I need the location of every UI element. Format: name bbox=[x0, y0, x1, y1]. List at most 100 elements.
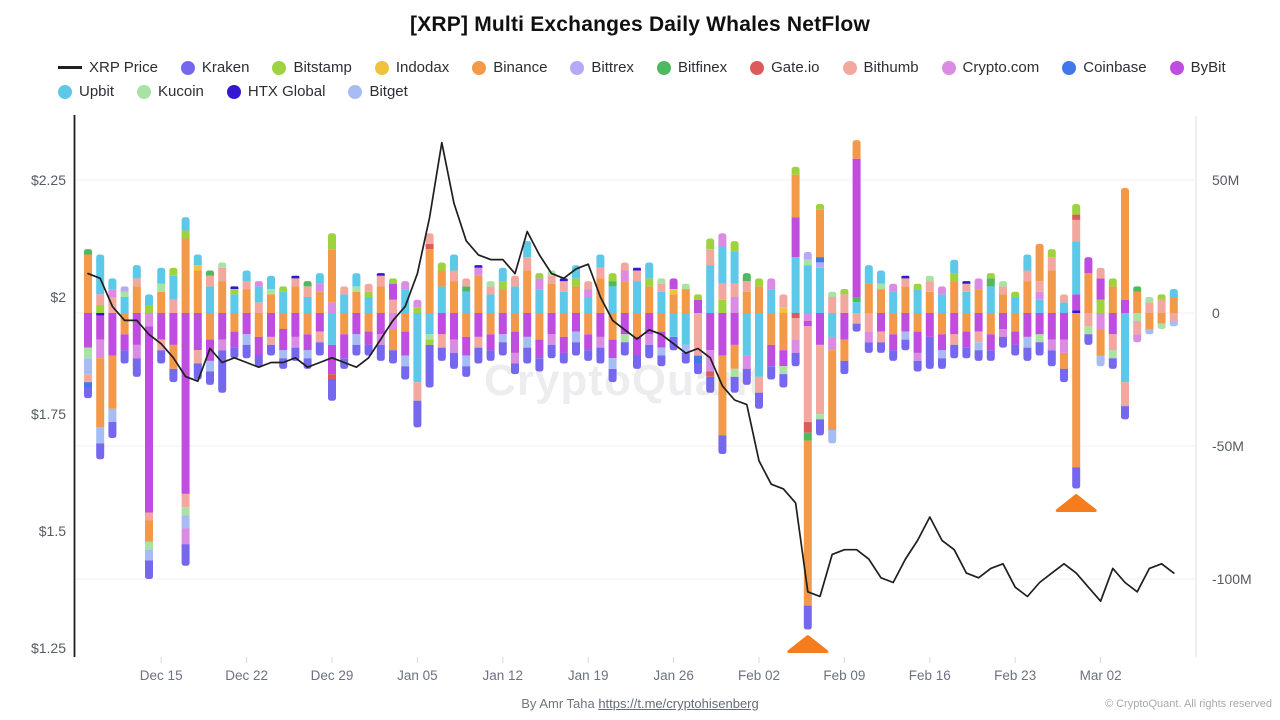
bar-Dec-31[interactable] bbox=[352, 273, 361, 356]
bar-Feb-14[interactable] bbox=[901, 275, 910, 351]
legend-item-bittrex[interactable]: Bittrex bbox=[570, 59, 634, 76]
byline-link[interactable]: https://t.me/cryptohisenberg bbox=[598, 696, 759, 711]
bar-Dec-29[interactable] bbox=[328, 233, 336, 401]
bar-Feb-07[interactable] bbox=[816, 203, 824, 436]
legend-item-htx-global[interactable]: HTX Global bbox=[226, 83, 325, 100]
bar-Feb-22[interactable] bbox=[999, 281, 1007, 348]
bar-Feb-13[interactable] bbox=[889, 283, 898, 361]
bar-Jan-27[interactable] bbox=[681, 283, 690, 364]
bar-Mar-03[interactable] bbox=[1108, 278, 1117, 369]
bar-Jan-19[interactable] bbox=[584, 281, 593, 361]
bar-Jan-15[interactable] bbox=[535, 273, 544, 372]
bar-Feb-05[interactable] bbox=[791, 166, 800, 367]
bar-Dec-24[interactable] bbox=[267, 275, 275, 356]
legend-item-bitget[interactable]: Bitget bbox=[348, 83, 408, 100]
bar-Feb-25[interactable] bbox=[1035, 243, 1044, 356]
bar-Mar-01[interactable] bbox=[1084, 257, 1093, 345]
legend-item-bithumb[interactable]: Bithumb bbox=[842, 59, 919, 76]
bar-Jan-05[interactable] bbox=[413, 299, 422, 428]
bar-Jan-24[interactable] bbox=[645, 262, 654, 359]
bar-Feb-27[interactable] bbox=[1060, 294, 1068, 383]
bar-Jan-26[interactable] bbox=[669, 278, 678, 351]
bar-Feb-28[interactable] bbox=[1072, 203, 1081, 489]
legend-item-indodax[interactable]: Indodax bbox=[374, 59, 449, 76]
bar-Jan-30[interactable] bbox=[718, 233, 727, 454]
legend-item-crypto-com[interactable]: Crypto.com bbox=[941, 59, 1039, 76]
legend-item-gate-io[interactable]: Gate.io bbox=[750, 59, 820, 76]
bar-Feb-21[interactable] bbox=[986, 273, 995, 361]
bar-Dec-25[interactable] bbox=[279, 286, 288, 369]
bar-Jan-22[interactable] bbox=[620, 262, 629, 356]
bar-Jan-13[interactable] bbox=[511, 275, 519, 375]
bar-Feb-10[interactable] bbox=[852, 140, 861, 332]
bar-Feb-08[interactable] bbox=[828, 291, 837, 444]
bar-Jan-16[interactable] bbox=[547, 270, 556, 359]
bar-Jan-06[interactable] bbox=[425, 233, 434, 388]
bar-Jan-29[interactable] bbox=[706, 238, 715, 393]
legend-item-bitfinex[interactable]: Bitfinex bbox=[656, 59, 727, 76]
bar-Jan-31[interactable] bbox=[730, 241, 739, 393]
bar-Jan-02[interactable] bbox=[376, 273, 385, 361]
bar-Jan-04[interactable] bbox=[401, 281, 410, 380]
bar-Mar-08[interactable] bbox=[1169, 289, 1178, 327]
bar-Dec-09[interactable] bbox=[84, 249, 92, 399]
bar-Jan-25[interactable] bbox=[657, 278, 666, 367]
bar-Mar-02[interactable] bbox=[1096, 267, 1105, 367]
bar-Feb-12[interactable] bbox=[877, 270, 885, 353]
bar-Feb-11[interactable] bbox=[864, 265, 873, 353]
bar-Dec-22[interactable] bbox=[242, 270, 251, 359]
bar-Dec-15[interactable] bbox=[157, 267, 166, 364]
legend-item-coinbase[interactable]: Coinbase bbox=[1062, 59, 1147, 76]
bar-Jan-01[interactable] bbox=[364, 283, 373, 356]
bar-Dec-11[interactable] bbox=[108, 278, 117, 439]
bar-Mar-07[interactable] bbox=[1157, 294, 1166, 329]
legend-item-bitstamp[interactable]: Bitstamp bbox=[272, 59, 352, 76]
bar-Dec-20[interactable] bbox=[218, 262, 227, 393]
bar-Mar-04[interactable] bbox=[1121, 187, 1129, 420]
bar-Feb-18[interactable] bbox=[950, 259, 959, 359]
legend-item-kraken[interactable]: Kraken bbox=[180, 59, 249, 76]
bar-Jan-09[interactable] bbox=[462, 278, 471, 377]
bar-Jan-10[interactable] bbox=[474, 265, 483, 364]
bar-Feb-09[interactable] bbox=[840, 289, 849, 375]
bar-Feb-02[interactable] bbox=[755, 278, 763, 409]
bar-Jan-17[interactable] bbox=[559, 278, 568, 364]
bar-Feb-03[interactable] bbox=[767, 278, 776, 380]
bar-Feb-20[interactable] bbox=[974, 278, 983, 361]
bar-Dec-30[interactable] bbox=[340, 286, 349, 369]
bar-Jan-21[interactable] bbox=[608, 273, 617, 383]
bar-Dec-21[interactable] bbox=[230, 286, 239, 359]
bar-Feb-23[interactable] bbox=[1011, 291, 1020, 356]
bar-Dec-26[interactable] bbox=[291, 275, 300, 361]
legend-item-kucoin[interactable]: Kucoin bbox=[137, 83, 204, 100]
bar-Dec-18[interactable] bbox=[193, 254, 202, 380]
bar-Dec-12[interactable] bbox=[120, 286, 129, 364]
bar-Jan-14[interactable] bbox=[523, 241, 532, 364]
bar-Dec-19[interactable] bbox=[206, 270, 214, 385]
legend-item-xrp-price[interactable]: XRP Price bbox=[58, 59, 158, 76]
bar-Dec-16[interactable] bbox=[169, 267, 178, 383]
bar-Feb-15[interactable] bbox=[913, 283, 922, 372]
bar-Dec-14[interactable] bbox=[145, 294, 153, 579]
bar-Feb-04[interactable] bbox=[779, 294, 788, 388]
legend-item-upbit[interactable]: Upbit bbox=[58, 83, 114, 100]
bar-Mar-05[interactable] bbox=[1133, 286, 1142, 343]
legend-item-binance[interactable]: Binance bbox=[472, 59, 547, 76]
bar-Feb-24[interactable] bbox=[1023, 254, 1032, 361]
bar-Feb-06[interactable] bbox=[803, 251, 812, 630]
bar-Dec-23[interactable] bbox=[254, 281, 263, 367]
bar-Dec-27[interactable] bbox=[303, 281, 312, 369]
bar-Jan-28[interactable] bbox=[694, 294, 702, 375]
bar-Feb-16[interactable] bbox=[925, 275, 934, 369]
bar-Feb-26[interactable] bbox=[1047, 249, 1056, 367]
bar-Jan-11[interactable] bbox=[486, 281, 495, 361]
bar-Feb-17[interactable] bbox=[938, 286, 946, 369]
bar-Dec-17[interactable] bbox=[181, 217, 190, 566]
bar-Jan-18[interactable] bbox=[572, 265, 580, 356]
bar-Dec-13[interactable] bbox=[132, 265, 141, 377]
bar-Mar-06[interactable] bbox=[1145, 297, 1154, 335]
bar-Dec-28[interactable] bbox=[315, 273, 324, 356]
bar-Jan-07[interactable] bbox=[437, 262, 446, 361]
bar-Jan-08[interactable] bbox=[450, 254, 458, 369]
